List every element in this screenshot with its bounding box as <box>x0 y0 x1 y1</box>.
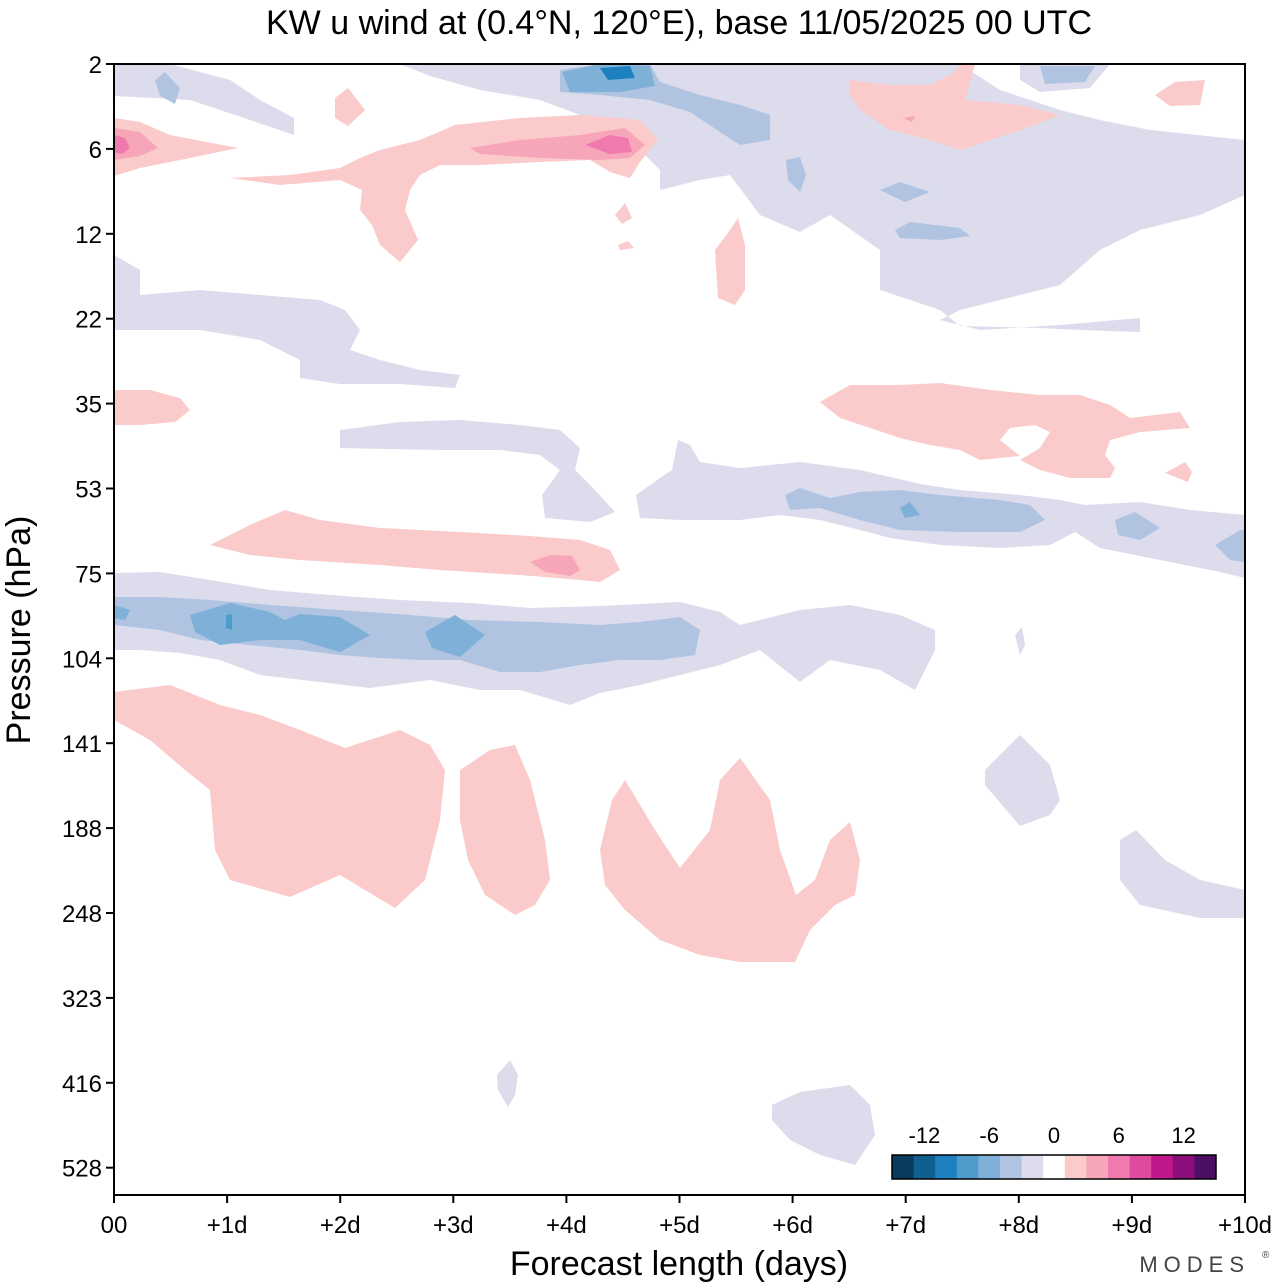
x-tick-label: +9d <box>1112 1212 1153 1239</box>
contour-pos-small-2 <box>615 203 632 224</box>
colorbar-swatch <box>1108 1155 1131 1179</box>
y-tick-label: 12 <box>75 222 102 249</box>
colorbar: -12 -6 0 6 12 <box>891 1123 1217 1180</box>
contour-neg-mid-1 <box>340 420 615 522</box>
x-tick-label: +2d <box>320 1212 361 1239</box>
contour-pos-mid-upper <box>715 218 745 305</box>
x-tick-label: +5d <box>659 1212 700 1239</box>
contour-neg-low-right-1 <box>985 735 1060 826</box>
y-tick-label: 2 <box>89 52 102 79</box>
x-axis-label: Forecast length (days) <box>510 1245 848 1283</box>
contour-pos-upper-band-strong <box>585 135 632 154</box>
y-tick-label: 188 <box>62 816 102 843</box>
colorbar-swatch <box>1172 1155 1195 1179</box>
colorbar-swatch <box>1129 1155 1152 1179</box>
contour-neg-lower-darkest <box>226 614 232 630</box>
contour-neg-low-4 <box>497 1060 518 1107</box>
colorbar-swatch <box>1194 1155 1217 1179</box>
colorbar-swatch <box>892 1155 915 1179</box>
colorbar-swatch <box>935 1155 958 1179</box>
colorbar-swatch <box>1043 1155 1066 1179</box>
colorbar-tick-label: -12 <box>909 1123 941 1148</box>
contour-pos-top-right <box>1155 80 1205 106</box>
contour-neg-mid-med-2 <box>1115 512 1160 540</box>
colorbar-swatch <box>956 1155 979 1179</box>
contour-neg-small-1 <box>1015 627 1025 655</box>
x-tick-label: +4d <box>546 1212 587 1239</box>
chart-title: KW u wind at (0.4°N, 120°E), base 11/05/… <box>266 4 1092 42</box>
colorbar-tick-label: -6 <box>979 1123 999 1148</box>
contour-pos-35-right <box>820 383 1190 478</box>
y-tick-label: 104 <box>62 646 102 673</box>
contour-pos-lower-3 <box>600 758 860 962</box>
brand-logo-text: MODES <box>1139 1252 1250 1277</box>
y-tick-label: 323 <box>62 986 102 1013</box>
x-tick-label: 00 <box>101 1212 128 1239</box>
x-tick-label: +8d <box>998 1212 1039 1239</box>
y-axis: 2 6 12 22 35 53 75 104 141 188 248 323 416 528 <box>62 52 114 1183</box>
contour-neg-mid-dark <box>900 502 920 518</box>
contour-pos-upper-left-med <box>114 128 158 160</box>
contour-neg-lower-dark-3 <box>114 605 130 620</box>
y-tick-label: 75 <box>75 561 102 588</box>
x-tick-label: +3d <box>433 1212 474 1239</box>
contour-pos-upper-band-med <box>470 128 645 160</box>
x-tick-label: +1d <box>207 1212 248 1239</box>
y-tick-label: 528 <box>62 1156 102 1183</box>
contour-neg-mid-upper-small <box>895 222 970 240</box>
y-tick-label: 22 <box>75 307 102 334</box>
y-tick-label: 35 <box>75 392 102 419</box>
brand-registered-mark: ® <box>1262 1250 1270 1261</box>
y-tick-label: 141 <box>62 731 102 758</box>
colorbar-swatch <box>913 1155 936 1179</box>
contour-pos-small-1 <box>335 88 365 126</box>
x-tick-label: +10d <box>1218 1212 1272 1239</box>
colorbar-tick-label: 6 <box>1113 1123 1125 1148</box>
contour-neg-lower-dark-1 <box>190 603 370 652</box>
colorbar-swatch <box>1086 1155 1109 1179</box>
contour-pos-upper-left-strong <box>114 135 130 154</box>
plot-area <box>113 63 1246 1196</box>
y-tick-label: 53 <box>75 477 102 504</box>
contour-neg-upper-small <box>155 72 180 104</box>
colorbar-tick-label: 0 <box>1048 1123 1060 1148</box>
contour-neg-mid-upper-small-2 <box>880 182 930 202</box>
y-tick-label: 248 <box>62 901 102 928</box>
contour-pos-upper-left <box>114 118 238 176</box>
x-tick-label: +7d <box>885 1212 926 1239</box>
y-tick-label: 6 <box>89 137 102 164</box>
colorbar-swatch <box>1021 1155 1044 1179</box>
colorbar-swatch <box>1000 1155 1023 1179</box>
contour-neg-top-right-med <box>1040 66 1095 84</box>
contour-neg-lower-dark-2 <box>425 615 485 657</box>
contour-neg-low-3 <box>772 1085 875 1165</box>
contour-pos-75 <box>210 510 620 582</box>
contour-neg-mid-upper-small-3 <box>786 157 806 192</box>
contour-pos-75-med <box>530 555 580 576</box>
colorbar-swatch <box>1151 1155 1174 1179</box>
contour-neg-low-right-2 <box>1120 830 1245 918</box>
contour-pos-lower <box>114 685 445 908</box>
contour-neg-upper-band <box>400 64 1245 332</box>
colorbar-tick-label: 12 <box>1171 1123 1195 1148</box>
x-axis: 00 +1d +2d +3d +4d +5d +6d +7d +8d +9d +10d <box>101 1195 1272 1239</box>
contour-neg-left-mid <box>114 255 460 388</box>
contour-pos-35-small <box>1165 462 1192 482</box>
contour-neg-upper-darkest <box>600 66 635 80</box>
y-axis-label: Pressure (hPa) <box>0 516 38 745</box>
contour-pos-lower-2 <box>460 745 550 915</box>
x-tick-label: +6d <box>772 1212 813 1239</box>
contour-pos-35-left <box>114 390 190 425</box>
colorbar-frame <box>891 1154 1217 1180</box>
contour-pos-upper-right <box>850 64 1060 150</box>
contour-pos-upper-right-med <box>903 116 915 122</box>
colorbar-swatch <box>978 1155 1001 1179</box>
contour-pos-small-3 <box>618 241 634 250</box>
y-tick-label: 416 <box>62 1071 102 1098</box>
colorbar-swatch <box>1064 1155 1087 1179</box>
contour-neg-mid-med-3 <box>1215 530 1245 562</box>
